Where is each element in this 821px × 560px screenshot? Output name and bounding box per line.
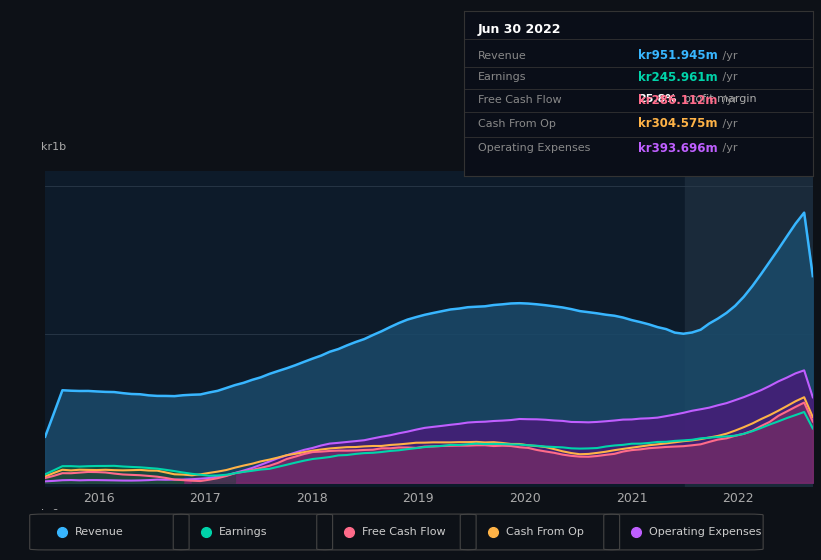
Text: Operating Expenses: Operating Expenses: [478, 143, 590, 153]
Text: Jun 30 2022: Jun 30 2022: [478, 23, 562, 36]
Text: kr286.112m: kr286.112m: [639, 94, 718, 107]
Text: Free Cash Flow: Free Cash Flow: [478, 95, 562, 105]
Bar: [685, 171, 813, 487]
Text: Cash From Op: Cash From Op: [478, 119, 556, 129]
Text: 25.8%: 25.8%: [639, 94, 677, 104]
Text: Earnings: Earnings: [478, 72, 526, 82]
Text: Cash From Op: Cash From Op: [506, 527, 584, 537]
Text: Operating Expenses: Operating Expenses: [649, 527, 761, 537]
Text: /yr: /yr: [718, 143, 737, 153]
Text: kr1b: kr1b: [41, 142, 67, 152]
Text: Earnings: Earnings: [218, 527, 267, 537]
Text: profit margin: profit margin: [684, 94, 756, 104]
Text: kr304.575m: kr304.575m: [639, 117, 718, 130]
Text: kr951.945m: kr951.945m: [639, 49, 718, 62]
Text: kr245.961m: kr245.961m: [639, 71, 718, 84]
Text: /yr: /yr: [718, 51, 737, 61]
Text: Revenue: Revenue: [478, 51, 526, 61]
Text: Free Cash Flow: Free Cash Flow: [362, 527, 446, 537]
Text: /yr: /yr: [718, 95, 737, 105]
Text: /yr: /yr: [718, 72, 737, 82]
Text: /yr: /yr: [718, 119, 737, 129]
Text: Revenue: Revenue: [75, 527, 124, 537]
Text: kr0: kr0: [41, 510, 59, 519]
Text: kr393.696m: kr393.696m: [639, 142, 718, 155]
